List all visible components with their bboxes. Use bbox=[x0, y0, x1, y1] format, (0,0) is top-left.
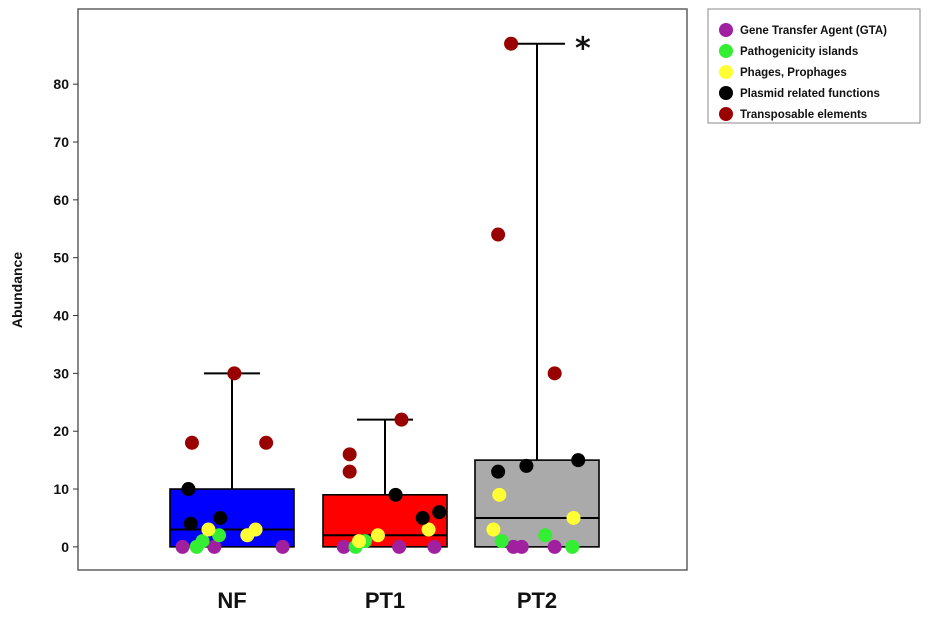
data-point bbox=[342, 447, 357, 462]
data-point bbox=[547, 366, 562, 381]
data-point bbox=[184, 435, 199, 450]
data-point bbox=[566, 510, 581, 525]
data-point bbox=[432, 505, 447, 520]
y-tick-label: 80 bbox=[53, 76, 69, 92]
y-tick-label: 10 bbox=[53, 481, 69, 497]
data-point bbox=[207, 539, 222, 554]
legend-entry-label: Gene Transfer Agent (GTA) bbox=[740, 25, 887, 37]
data-point bbox=[392, 539, 407, 554]
legend-entry-label: Plasmid related functions bbox=[740, 88, 880, 100]
y-tick-label: 20 bbox=[53, 423, 69, 439]
data-point bbox=[370, 528, 385, 543]
series-plasmid-related-functions bbox=[181, 453, 586, 531]
data-point bbox=[491, 464, 506, 479]
data-point bbox=[275, 539, 290, 554]
data-point bbox=[504, 36, 519, 51]
x-axis-categories: NF PT1 PT2 bbox=[217, 588, 557, 613]
data-point bbox=[342, 464, 357, 479]
boxes bbox=[169, 42, 600, 548]
data-point bbox=[201, 522, 216, 537]
y-tick-label: 50 bbox=[53, 250, 69, 266]
annotations: * bbox=[575, 32, 591, 67]
legend-swatch bbox=[719, 86, 733, 100]
data-point bbox=[538, 528, 553, 543]
data-point bbox=[195, 534, 210, 549]
x-category-label: PT2 bbox=[517, 588, 557, 613]
data-point bbox=[514, 539, 529, 554]
data-point bbox=[213, 510, 228, 525]
plot-frame bbox=[77, 8, 688, 571]
y-tick-label: 70 bbox=[53, 134, 69, 150]
data-point bbox=[547, 539, 562, 554]
series-pathogenicity-islands bbox=[189, 528, 580, 554]
data-point bbox=[352, 534, 367, 549]
data-point bbox=[565, 539, 580, 554]
significance-marker: * bbox=[575, 32, 591, 67]
x-category-label: NF bbox=[217, 588, 246, 613]
data-point bbox=[491, 227, 506, 242]
box-iqr bbox=[322, 494, 448, 548]
data-point bbox=[175, 539, 190, 554]
legend: Gene Transfer Agent (GTA) Pathogenicity i… bbox=[707, 8, 921, 124]
legend-swatch bbox=[719, 44, 733, 58]
data-point bbox=[394, 412, 409, 427]
data-point bbox=[427, 539, 442, 554]
legend-swatch bbox=[719, 107, 733, 121]
data-point bbox=[494, 534, 509, 549]
data-point bbox=[212, 528, 227, 543]
data-points bbox=[175, 36, 586, 554]
y-tick-label: 0 bbox=[61, 539, 69, 555]
data-point bbox=[248, 522, 263, 537]
y-tick-label: 30 bbox=[53, 365, 69, 381]
legend-frame bbox=[707, 8, 921, 124]
series-gene-transfer-agent-gta bbox=[175, 539, 562, 554]
data-point bbox=[227, 366, 242, 381]
legend-swatch bbox=[719, 65, 733, 79]
data-point bbox=[259, 435, 274, 450]
x-category-label: PT1 bbox=[365, 588, 405, 613]
data-point bbox=[486, 522, 501, 537]
y-axis: 0 10 20 30 40 50 60 70 80 bbox=[53, 76, 78, 555]
legend-entry-label: Pathogenicity islands bbox=[740, 46, 858, 58]
legend-entry-label: Transposable elements bbox=[740, 109, 867, 121]
data-point bbox=[571, 453, 586, 468]
y-tick-label: 60 bbox=[53, 192, 69, 208]
data-point bbox=[336, 539, 351, 554]
data-point bbox=[492, 487, 507, 502]
series-transposable-elements bbox=[184, 36, 562, 479]
data-point bbox=[181, 482, 196, 497]
data-point bbox=[415, 510, 430, 525]
data-point bbox=[388, 487, 403, 502]
legend-swatch bbox=[719, 23, 733, 37]
y-tick-label: 40 bbox=[53, 308, 69, 324]
series-phages-prophages bbox=[201, 487, 581, 549]
y-axis-label: Abundance bbox=[9, 252, 25, 328]
legend-entry-label: Phages, Prophages bbox=[740, 67, 847, 79]
data-point bbox=[421, 522, 436, 537]
data-point bbox=[183, 516, 198, 531]
data-point bbox=[519, 458, 534, 473]
box-pt1 bbox=[322, 418, 448, 548]
